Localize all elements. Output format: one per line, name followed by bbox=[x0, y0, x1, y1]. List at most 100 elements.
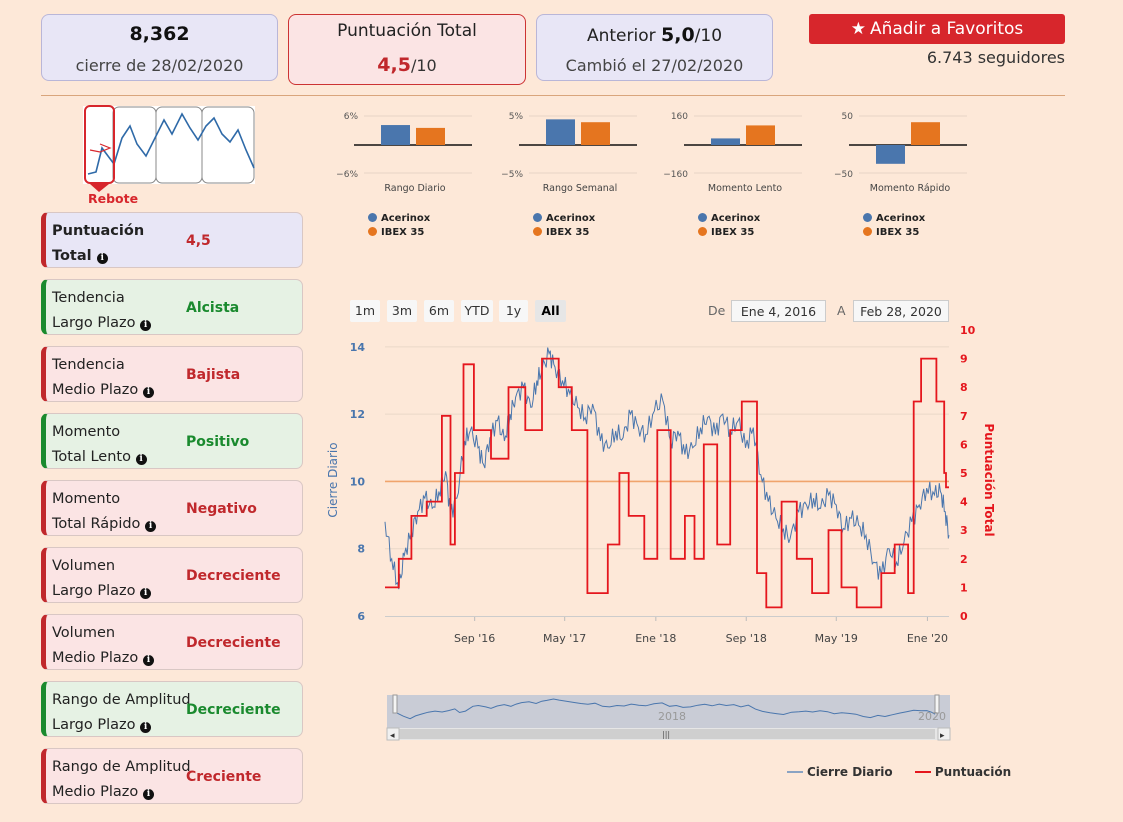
signal-label: Momento Total Rápido i bbox=[52, 487, 157, 537]
mini-chart-legend: Acerinox IBEX 35 bbox=[533, 212, 595, 240]
signal-label-line2: Total Lento i bbox=[52, 445, 147, 470]
navigator-right-handle bbox=[934, 694, 940, 714]
price-card: 8,362 cierre de 28/02/2020 bbox=[41, 14, 278, 81]
signal-label-line2: Largo Plazo i bbox=[52, 311, 152, 336]
score-value: 4,5 bbox=[377, 54, 411, 76]
info-icon[interactable]: i bbox=[142, 387, 154, 398]
mini-bar-ibex bbox=[911, 122, 940, 145]
from-label: De bbox=[708, 303, 726, 318]
signal-card[interactable]: Puntuación Total i 4,5 bbox=[41, 212, 303, 268]
info-icon[interactable]: i bbox=[140, 588, 152, 599]
followers-count: 6.743 seguidores bbox=[926, 48, 1065, 67]
main-legend: Cierre Diario Puntuación bbox=[787, 765, 1011, 779]
mini-chart: 5% −5% Rango Semanal bbox=[501, 112, 637, 194]
signal-label-text: Total Lento bbox=[52, 449, 131, 465]
range-button[interactable]: All bbox=[535, 300, 566, 322]
signal-card[interactable]: Tendencia Largo Plazo i Alcista bbox=[41, 279, 303, 335]
legend-score-item[interactable]: Puntuación bbox=[914, 765, 1012, 779]
signal-label-line1: Volumen bbox=[52, 625, 116, 641]
y-tick-label: 14 bbox=[350, 341, 366, 354]
signal-label-text: Largo Plazo bbox=[52, 315, 136, 331]
signal-card[interactable]: Rango de Amplitud Largo Plazo i Decrecient… bbox=[41, 681, 303, 737]
mini-legend-item[interactable]: IBEX 35 bbox=[863, 226, 925, 240]
info-icon[interactable]: i bbox=[96, 253, 108, 264]
mini-chart-title: Rango Semanal bbox=[543, 183, 618, 194]
signal-label-line1: Tendencia bbox=[52, 357, 125, 373]
scroll-left-button bbox=[386, 727, 400, 741]
mini-legend-item[interactable]: Acerinox bbox=[533, 212, 595, 226]
mini-bar-ibex bbox=[416, 127, 445, 145]
mini-legend-item[interactable]: IBEX 35 bbox=[533, 226, 595, 240]
mini-chart: 50 −50 Momento Rápido bbox=[834, 112, 967, 194]
pattern-arrow bbox=[89, 143, 112, 153]
signal-label-line1: Rango de Amplitud bbox=[52, 692, 191, 708]
signal-card[interactable]: Volumen Medio Plazo i Decreciente bbox=[41, 614, 303, 670]
score-title: Puntuación Total bbox=[337, 21, 477, 41]
signal-label: Tendencia Largo Plazo i bbox=[52, 286, 152, 336]
mini-legend-item[interactable]: Acerinox bbox=[698, 212, 760, 226]
y2-tick-label: 6 bbox=[960, 438, 968, 451]
mini-legend-label: Acerinox bbox=[381, 213, 431, 224]
legend-score-label: Puntuación bbox=[934, 765, 1012, 779]
signal-card[interactable]: Momento Total Rápido i Negativo bbox=[41, 480, 303, 536]
range-button[interactable]: 6m bbox=[424, 300, 454, 322]
signal-label: Puntuación Total i bbox=[52, 219, 144, 269]
signal-value: Negativo bbox=[186, 501, 257, 517]
navigator[interactable]: 2018 2020 ◂ ▸ ||| bbox=[383, 693, 953, 743]
mini-legend-item[interactable]: IBEX 35 bbox=[368, 226, 430, 240]
mini-legend-dot bbox=[533, 213, 542, 222]
signal-label: Rango de Amplitud Medio Plazo i bbox=[52, 755, 191, 805]
signal-card[interactable]: Tendencia Medio Plazo i Bajista bbox=[41, 346, 303, 402]
mini-bar-acerinox bbox=[711, 138, 740, 145]
add-favorites-button[interactable]: ★ Añadir a Favoritos bbox=[809, 14, 1065, 44]
mini-legend-label: IBEX 35 bbox=[876, 227, 920, 238]
pattern-thumbnail[interactable]: Rebote bbox=[80, 104, 258, 206]
score-value-row: 4,5/10 bbox=[289, 54, 525, 76]
info-icon[interactable]: i bbox=[135, 454, 147, 465]
range-button[interactable]: 1y bbox=[499, 300, 528, 322]
info-icon[interactable]: i bbox=[140, 320, 152, 331]
mini-legend-label: Acerinox bbox=[711, 213, 761, 224]
x-tick-label: Sep '16 bbox=[454, 632, 495, 645]
range-button[interactable]: 1m bbox=[350, 300, 380, 322]
info-icon[interactable]: i bbox=[145, 521, 157, 532]
to-date-input[interactable]: Feb 28, 2020 bbox=[853, 300, 949, 322]
x-tick-label: Sep '18 bbox=[726, 632, 767, 645]
mini-bar-acerinox bbox=[546, 119, 575, 145]
price-date: cierre de 28/02/2020 bbox=[75, 56, 244, 75]
legend-close-item[interactable]: Cierre Diario bbox=[787, 765, 893, 779]
signal-label-line2: Medio Plazo i bbox=[52, 378, 154, 403]
mini-chart-title: Momento Lento bbox=[708, 183, 782, 194]
mini-legend-dot bbox=[698, 213, 707, 222]
signal-label-text: Medio Plazo bbox=[52, 650, 139, 666]
pattern-bg bbox=[83, 106, 255, 184]
mini-chart-legend: Acerinox IBEX 35 bbox=[368, 212, 430, 240]
add-favorites-label: Añadir a Favoritos bbox=[869, 19, 1024, 39]
signal-label-text: Largo Plazo bbox=[52, 583, 136, 599]
mini-legend-item[interactable]: Acerinox bbox=[368, 212, 430, 226]
range-button[interactable]: 3m bbox=[387, 300, 417, 322]
mini-legend-item[interactable]: IBEX 35 bbox=[698, 226, 760, 240]
y-tick-label: 8 bbox=[357, 543, 365, 556]
signal-label-text: Largo Plazo bbox=[52, 717, 136, 733]
from-date-input[interactable]: Ene 4, 2016 bbox=[731, 300, 826, 322]
y-tick-label: 10 bbox=[350, 475, 366, 488]
info-icon[interactable]: i bbox=[142, 655, 154, 666]
pattern-line bbox=[87, 112, 255, 175]
mini-tick-top: 50 bbox=[842, 112, 854, 122]
signal-value: Decreciente bbox=[186, 635, 281, 651]
signal-card[interactable]: Momento Total Lento i Positivo bbox=[41, 413, 303, 469]
signal-label: Volumen Medio Plazo i bbox=[52, 621, 154, 671]
info-icon[interactable]: i bbox=[140, 722, 152, 733]
previous-prefix: Anterior bbox=[586, 26, 656, 46]
mini-tick-top: 160 bbox=[671, 112, 688, 122]
navigator-year-label: 2018 bbox=[658, 710, 686, 723]
previous-date: Cambió el 27/02/2020 bbox=[565, 56, 744, 75]
price-value: 8,362 bbox=[129, 23, 190, 45]
mini-legend-item[interactable]: Acerinox bbox=[863, 212, 925, 226]
x-tick-label: May '19 bbox=[815, 632, 858, 645]
signal-card[interactable]: Rango de Amplitud Medio Plazo i Creciente bbox=[41, 748, 303, 804]
info-icon[interactable]: i bbox=[142, 789, 154, 800]
signal-card[interactable]: Volumen Largo Plazo i Decreciente bbox=[41, 547, 303, 603]
range-button[interactable]: YTD bbox=[461, 300, 493, 322]
